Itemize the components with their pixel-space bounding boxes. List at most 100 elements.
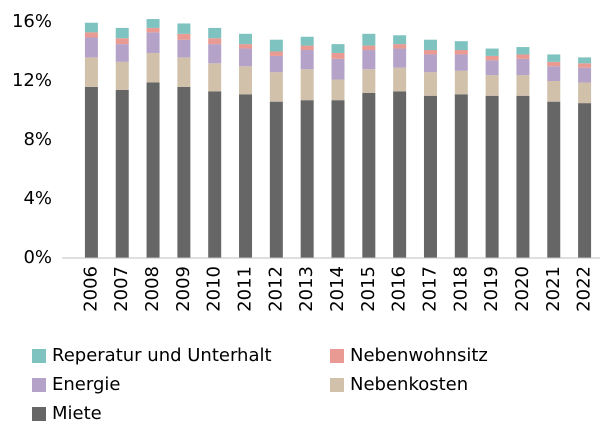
bar-segment (423, 72, 437, 96)
bar-segment (177, 39, 191, 58)
bar-segment (393, 35, 407, 45)
y-tick-label: 16% (12, 11, 52, 32)
x-tick-label: 2018 (450, 266, 471, 312)
bar-segment (454, 70, 468, 95)
bar-segment (177, 86, 191, 259)
bar-segment (300, 100, 314, 258)
bar-segment (547, 66, 561, 81)
bar-segment (516, 54, 530, 59)
bar-segment (115, 38, 129, 45)
x-tick-label: 2021 (543, 266, 564, 312)
y-tick-label: 0% (23, 247, 52, 268)
bar-segment (84, 37, 98, 58)
legend-swatch (32, 349, 46, 363)
x-tick-label: 2015 (358, 266, 379, 312)
bar-segment (516, 58, 530, 76)
bar-segment (208, 91, 222, 258)
y-tick-label: 4% (23, 188, 52, 209)
bar-segment (362, 33, 376, 46)
bar-segment (454, 50, 468, 55)
bar-segment (362, 69, 376, 93)
bar-segment (516, 47, 530, 55)
y-tick-label: 8% (23, 129, 52, 150)
bar-segment (578, 103, 592, 258)
bar-segment (208, 27, 222, 39)
bar-segment (239, 44, 253, 49)
x-tick-label: 2017 (419, 266, 440, 312)
bar-segment (84, 22, 98, 33)
bar-segment (331, 52, 345, 59)
x-tick-label: 2007 (111, 266, 132, 312)
bar-segment (547, 61, 561, 67)
bar-segment (146, 19, 160, 28)
bar-segment (208, 63, 222, 92)
bar-segment (239, 33, 253, 45)
bar-segment (300, 50, 314, 70)
y-tick-label: 12% (12, 70, 52, 91)
legend-label: Nebenwohnsitz (350, 345, 488, 366)
x-tick-label: 2020 (512, 266, 533, 312)
bar-segment (485, 60, 499, 76)
bar-segment (146, 27, 160, 33)
bar-segment (547, 101, 561, 259)
x-tick-label: 2011 (235, 266, 256, 312)
legend-label: Miete (52, 403, 102, 424)
bar-segment (578, 57, 592, 64)
bar-segment (269, 51, 283, 56)
bar-segment (578, 82, 592, 104)
bar-segment (84, 32, 98, 38)
bar-segment (300, 45, 314, 51)
bar-segment (269, 101, 283, 259)
x-tick-label: 2006 (80, 266, 101, 312)
bar-segment (115, 44, 129, 62)
x-tick-label: 2022 (574, 266, 595, 312)
legend-swatch (32, 378, 46, 392)
bar-segment (300, 36, 314, 46)
bar-segment (516, 95, 530, 258)
bar-segment (485, 95, 499, 258)
bar-segment (578, 67, 592, 83)
bar-segment (454, 54, 468, 71)
bar-segment (393, 48, 407, 68)
bar-segment (239, 94, 253, 259)
bar-segment (300, 69, 314, 101)
bar-segment (115, 89, 129, 258)
bar-segment (239, 48, 253, 67)
bar-segment (362, 50, 376, 70)
bar-segment (331, 44, 345, 53)
bar-segment (423, 50, 437, 55)
x-tick-label: 2014 (327, 266, 348, 312)
bar-segment (269, 39, 283, 52)
legend-swatch (330, 378, 344, 392)
bar-segment (423, 95, 437, 258)
bar-segment (146, 32, 160, 53)
bar-segment (208, 38, 222, 45)
bar-segment (393, 44, 407, 49)
x-tick-label: 2013 (296, 266, 317, 312)
bar-segment (146, 82, 160, 258)
legend-swatch (32, 407, 46, 421)
legend-label: Energie (52, 374, 120, 395)
bar-segment (454, 41, 468, 51)
x-tick-label: 2008 (142, 266, 163, 312)
bar-segment (331, 79, 345, 101)
bar-segment (547, 81, 561, 102)
bar-segment (485, 55, 499, 61)
bar-segment (454, 94, 468, 259)
bar-segment (177, 23, 191, 34)
bar-segment (84, 86, 98, 259)
bar-segment (115, 27, 129, 39)
bar-segment (485, 48, 499, 56)
bar-segment (146, 52, 160, 83)
x-tick-label: 2012 (265, 266, 286, 312)
bar-segment (485, 75, 499, 96)
bar-segment (84, 57, 98, 87)
bar-segment (362, 45, 376, 51)
bar-segment (423, 54, 437, 73)
bar-segment (269, 55, 283, 73)
bar-segment (177, 57, 191, 87)
bar-segment (331, 100, 345, 258)
bar-segment (239, 66, 253, 95)
bar-segment (547, 54, 561, 62)
